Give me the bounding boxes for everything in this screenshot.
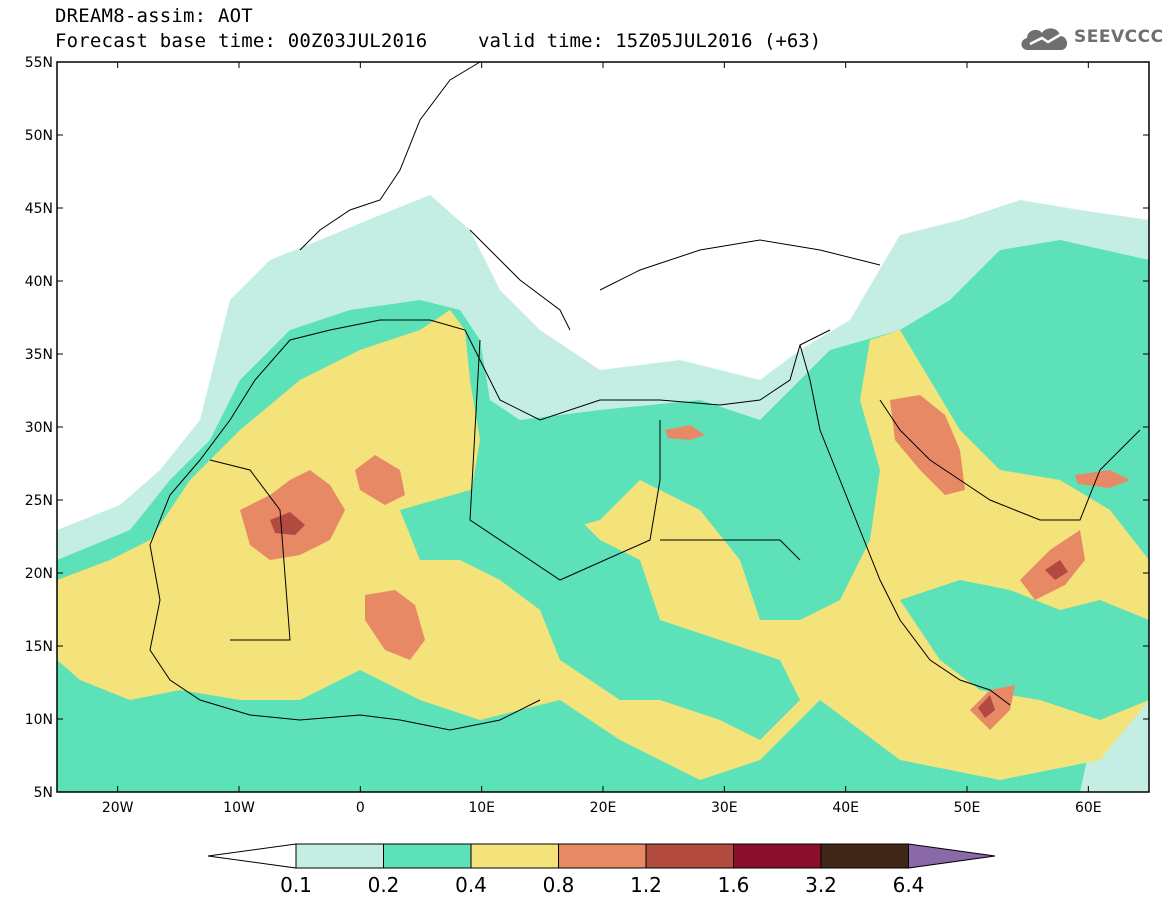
lon-label: 50E bbox=[954, 800, 981, 816]
lat-label: 15N bbox=[25, 639, 53, 655]
colorbar-box bbox=[470, 843, 559, 869]
map-ticks bbox=[57, 61, 1149, 793]
lat-label: 20N bbox=[25, 566, 53, 582]
lon-label: 30E bbox=[711, 800, 738, 816]
colorbar-box bbox=[820, 843, 909, 869]
colorbar-box bbox=[383, 843, 472, 869]
lon-label: 0 bbox=[356, 800, 365, 816]
aot-patch-1.2-oman bbox=[1045, 560, 1068, 580]
colorbar-label: 3.2 bbox=[805, 873, 837, 897]
lon-label: 10W bbox=[223, 800, 255, 816]
lon-label: 60E bbox=[1075, 800, 1102, 816]
lon-label: 10E bbox=[468, 800, 495, 816]
aot-patch-0.8-libya bbox=[665, 425, 705, 440]
aot-patch-1.2-mauritania bbox=[270, 512, 305, 535]
logo-text: SEEVCCC bbox=[1074, 27, 1164, 47]
lon-labels: 20W 10W 0 10E 20E 30E 40E 50E 60E bbox=[102, 800, 1102, 816]
colorbar-labels: 0.1 0.2 0.4 0.8 1.2 1.6 3.2 6.4 bbox=[280, 873, 924, 897]
colorbar-label: 0.8 bbox=[543, 873, 575, 897]
lon-label: 20W bbox=[102, 800, 134, 816]
colorbar-label: 0.1 bbox=[280, 873, 312, 897]
lat-label: 35N bbox=[25, 347, 53, 363]
lat-label: 55N bbox=[25, 55, 53, 71]
colorbar-box bbox=[645, 843, 734, 869]
lon-label: 20E bbox=[590, 800, 617, 816]
colorbar-label: 1.2 bbox=[630, 873, 662, 897]
colorbar-label: 6.4 bbox=[893, 873, 925, 897]
colorbar-max-arrow bbox=[908, 843, 996, 869]
colorbar-label: 1.6 bbox=[718, 873, 750, 897]
aot-patch-0.8-iraq bbox=[890, 395, 965, 495]
aot-patch-0.8-algeria bbox=[355, 455, 405, 505]
colorbar-box bbox=[558, 843, 647, 869]
lat-label: 50N bbox=[25, 128, 53, 144]
seevccc-logo: SEEVCCC bbox=[1018, 22, 1163, 56]
colorbar-boxes bbox=[207, 843, 996, 869]
aot-patch-1.2-somalia bbox=[978, 695, 995, 718]
lat-label: 5N bbox=[34, 785, 53, 801]
coastlines bbox=[149, 61, 1141, 731]
map-title: DREAM8-assim: AOT bbox=[55, 5, 253, 27]
lat-label: 10N bbox=[25, 712, 53, 728]
valid-time: valid time: 15Z05JUL2016 (+63) bbox=[478, 30, 822, 52]
colorbar-label: 0.4 bbox=[455, 873, 487, 897]
lat-label: 45N bbox=[25, 201, 53, 217]
colorbar-min-arrow bbox=[207, 843, 297, 869]
aot-patch-0.8-iran bbox=[1075, 470, 1130, 488]
colorbar-box bbox=[733, 843, 822, 869]
aot-patch-0.8-niger bbox=[365, 590, 425, 660]
lat-label: 40N bbox=[25, 274, 53, 290]
lat-label: 30N bbox=[25, 420, 53, 436]
aot-patch-green-east bbox=[900, 580, 1149, 720]
lon-label: 40E bbox=[832, 800, 859, 816]
colorbar-label: 0.2 bbox=[368, 873, 400, 897]
forecast-base-time: Forecast base time: 00Z03JUL2016 bbox=[55, 30, 428, 52]
cloud-icon bbox=[1021, 28, 1068, 50]
aot-patch-green-central bbox=[400, 470, 800, 740]
lat-label: 25N bbox=[25, 493, 53, 509]
lat-labels: 55N 50N 45N 40N 35N 30N 25N 20N 15N 10N 5N bbox=[25, 55, 53, 801]
colorbar-box bbox=[295, 843, 384, 869]
